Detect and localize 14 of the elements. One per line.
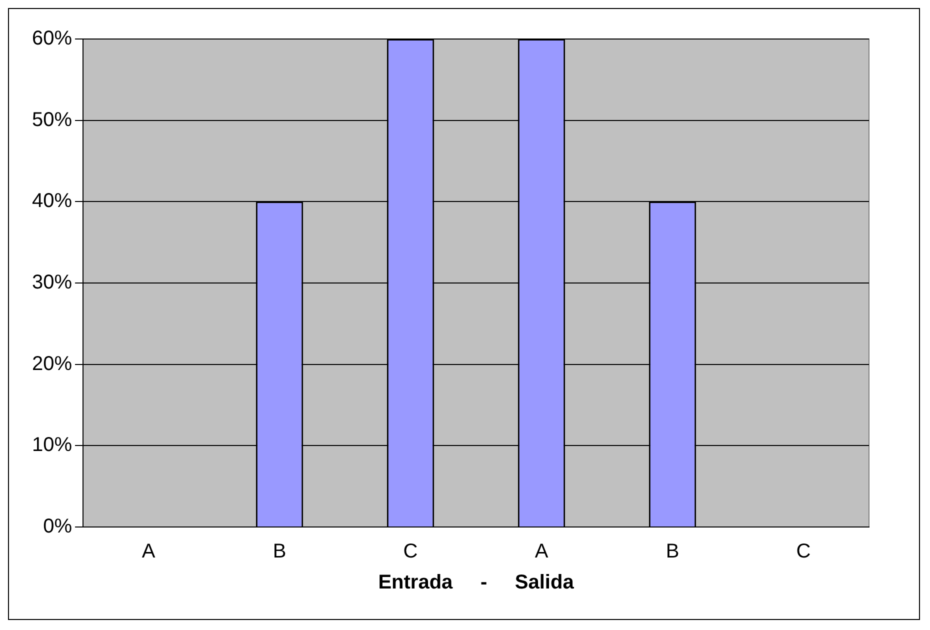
y-tick-label: 30% bbox=[32, 272, 72, 294]
x-tick-label: C bbox=[796, 540, 811, 563]
x-tick-label: B bbox=[666, 540, 680, 563]
x-tick-label: B bbox=[272, 540, 286, 563]
y-tick-label: 0% bbox=[43, 516, 72, 538]
y-tick-label: 10% bbox=[32, 434, 72, 456]
y-tick-label: 60% bbox=[32, 28, 72, 50]
x-axis-title: Entrada - Salida bbox=[378, 572, 575, 594]
y-tick-label: 20% bbox=[32, 352, 72, 375]
y-tick-label: 40% bbox=[32, 190, 72, 212]
x-tick-label: A bbox=[142, 540, 156, 563]
y-tick-label: 50% bbox=[32, 108, 72, 131]
x-tick-label: A bbox=[534, 540, 549, 563]
x-tick-label: C bbox=[403, 540, 418, 563]
